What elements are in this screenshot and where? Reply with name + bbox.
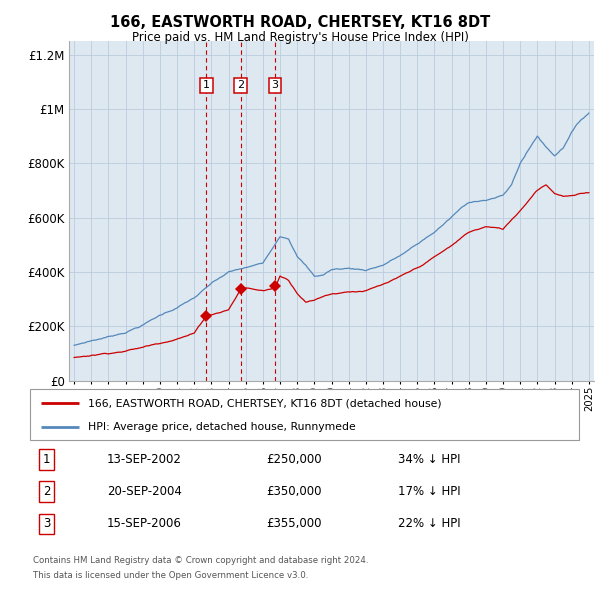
Text: 2: 2 bbox=[237, 80, 244, 90]
Text: 1: 1 bbox=[43, 453, 50, 466]
Text: 13-SEP-2002: 13-SEP-2002 bbox=[107, 453, 182, 466]
Text: 2: 2 bbox=[43, 485, 50, 498]
Text: 20-SEP-2004: 20-SEP-2004 bbox=[107, 485, 182, 498]
Text: 15-SEP-2006: 15-SEP-2006 bbox=[107, 517, 182, 530]
Text: This data is licensed under the Open Government Licence v3.0.: This data is licensed under the Open Gov… bbox=[33, 571, 308, 579]
Text: Price paid vs. HM Land Registry's House Price Index (HPI): Price paid vs. HM Land Registry's House … bbox=[131, 31, 469, 44]
Text: 34% ↓ HPI: 34% ↓ HPI bbox=[398, 453, 460, 466]
Text: 3: 3 bbox=[272, 80, 278, 90]
Text: 3: 3 bbox=[43, 517, 50, 530]
Text: 17% ↓ HPI: 17% ↓ HPI bbox=[398, 485, 460, 498]
Text: £250,000: £250,000 bbox=[266, 453, 322, 466]
FancyBboxPatch shape bbox=[30, 389, 579, 440]
Text: HPI: Average price, detached house, Runnymede: HPI: Average price, detached house, Runn… bbox=[88, 422, 355, 432]
Text: 166, EASTWORTH ROAD, CHERTSEY, KT16 8DT (detached house): 166, EASTWORTH ROAD, CHERTSEY, KT16 8DT … bbox=[88, 398, 441, 408]
Text: £350,000: £350,000 bbox=[266, 485, 322, 498]
Text: 166, EASTWORTH ROAD, CHERTSEY, KT16 8DT: 166, EASTWORTH ROAD, CHERTSEY, KT16 8DT bbox=[110, 15, 490, 30]
Text: 1: 1 bbox=[203, 80, 210, 90]
Text: £355,000: £355,000 bbox=[266, 517, 322, 530]
Text: 22% ↓ HPI: 22% ↓ HPI bbox=[398, 517, 460, 530]
Text: Contains HM Land Registry data © Crown copyright and database right 2024.: Contains HM Land Registry data © Crown c… bbox=[33, 556, 368, 565]
